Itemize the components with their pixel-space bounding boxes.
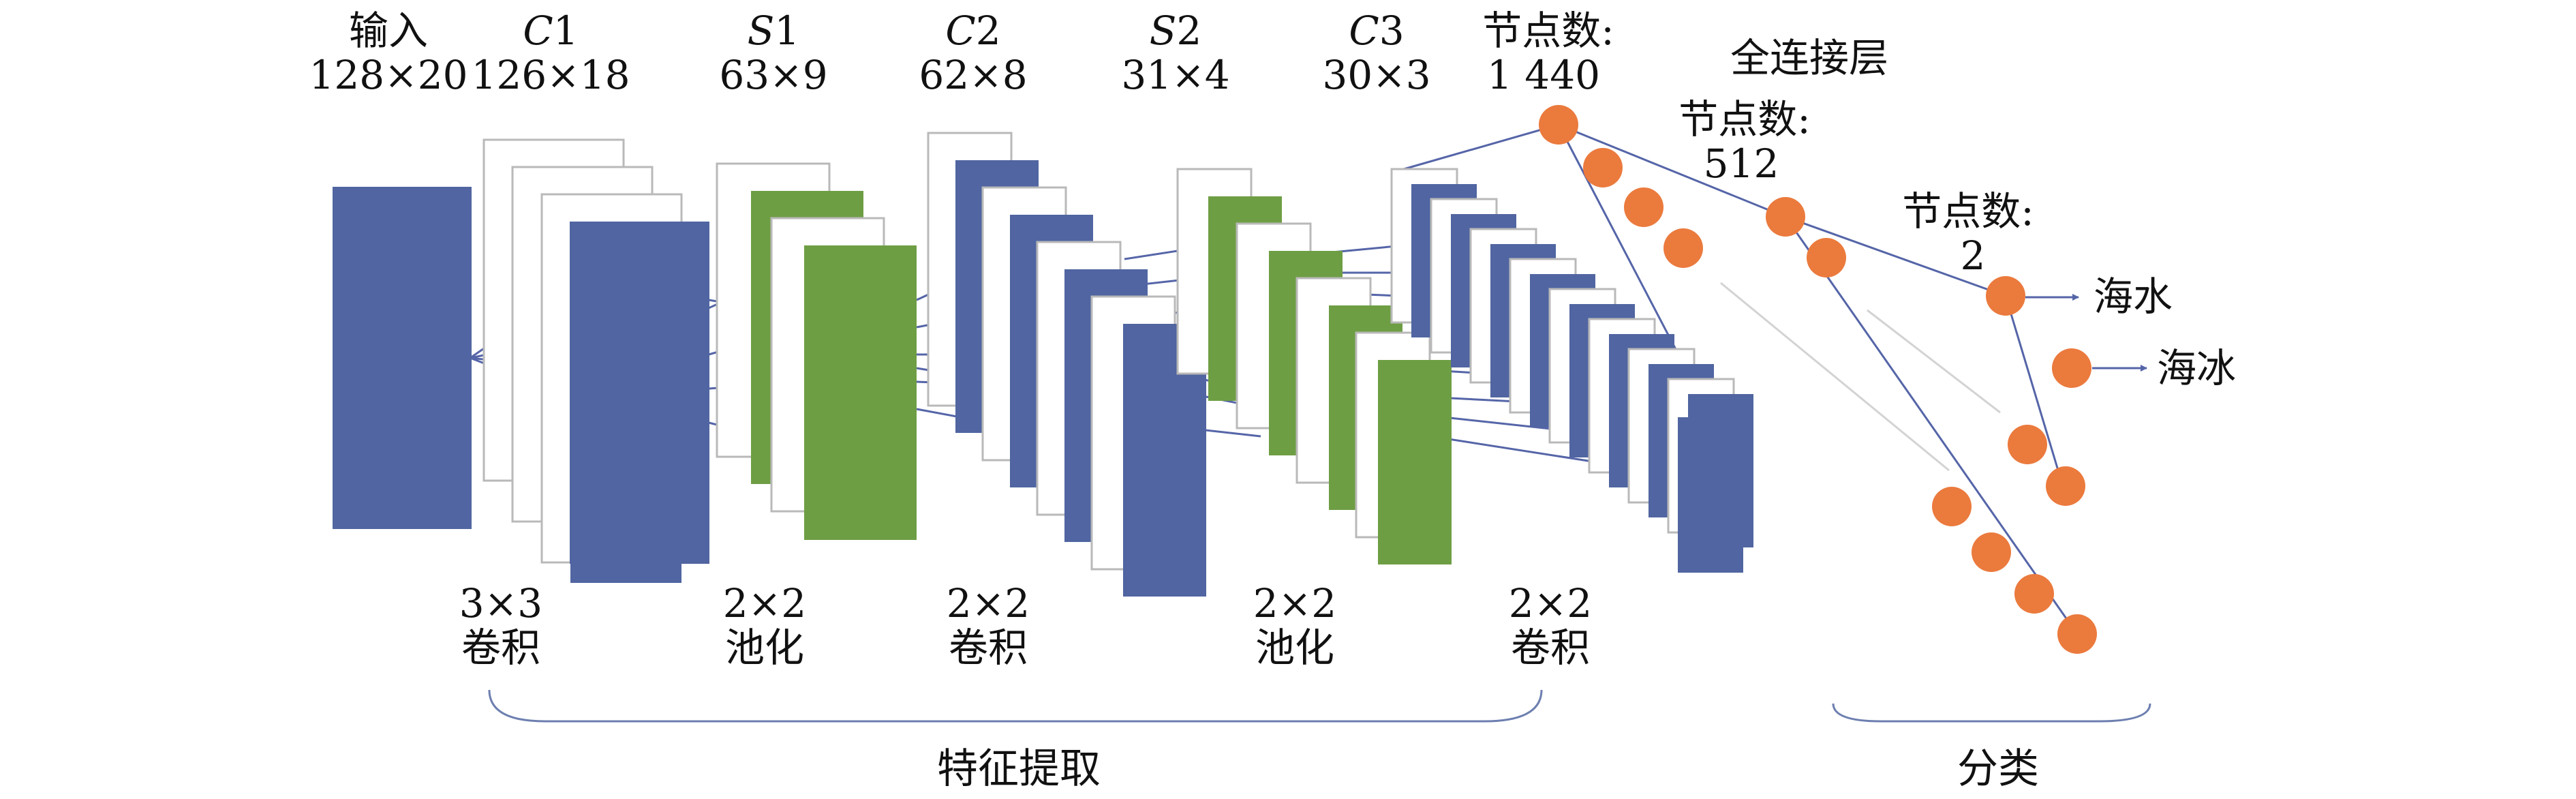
link-line <box>1199 428 1261 438</box>
c1-map <box>570 222 709 564</box>
input-block <box>333 187 472 529</box>
op-type-5: 卷积 <box>1511 624 1590 671</box>
fc1-node <box>1583 148 1623 187</box>
op-kernel-4: 2×2 <box>1253 580 1336 627</box>
feature-extraction-brace <box>488 689 1543 723</box>
op-type-2: 池化 <box>725 624 804 671</box>
fc2-node-count: 512 <box>1704 140 1779 187</box>
feature-extraction-label: 特征提取 <box>937 745 1101 793</box>
op-type-3: 卷积 <box>949 624 1028 671</box>
layer-size-s1: 63×9 <box>719 52 827 98</box>
fc1-node <box>1663 228 1703 268</box>
fc2-node-count-label: 节点数: <box>1678 96 1811 142</box>
fc2-node <box>1766 197 1805 237</box>
layer-label-s2: S2 <box>1150 7 1202 54</box>
fc1-node-count: 1 440 <box>1487 52 1600 98</box>
layer-label-input: 输入 <box>349 7 428 54</box>
link-line <box>1403 123 1559 170</box>
link-line <box>1867 309 2001 414</box>
op-type-4: 池化 <box>1255 624 1334 671</box>
link-line <box>1784 216 2079 635</box>
fc2-node <box>2014 574 2054 614</box>
layer-label-s1: S1 <box>748 7 800 54</box>
link-line <box>1785 215 2006 297</box>
output-label-sea-ice: 海冰 <box>2157 345 2236 391</box>
fc2-node <box>2057 614 2097 654</box>
fc-nodes <box>1539 105 2097 654</box>
feature-map-blocks <box>333 132 1753 597</box>
layer-size-c1: 126×18 <box>471 52 630 98</box>
output-node-count: 2 <box>1961 232 1986 279</box>
fc-title: 全连接层 <box>1730 35 1888 81</box>
layer-label-c1: C1 <box>523 7 578 54</box>
link-line <box>2004 295 2064 487</box>
s2-map <box>1378 360 1452 564</box>
output-label-sea-water: 海水 <box>2094 273 2173 320</box>
fc2-node <box>2008 425 2047 464</box>
fc2-node <box>1807 238 1846 277</box>
layer-label-c3: C3 <box>1349 7 1404 54</box>
fc1-node-count-label: 节点数: <box>1482 7 1614 54</box>
layer-size-s2: 31×4 <box>1121 52 1229 98</box>
classification-brace <box>1832 703 2151 723</box>
fc2-node <box>1932 487 1972 526</box>
classification-label: 分类 <box>1957 745 2039 793</box>
link-line <box>1720 282 1950 472</box>
c3-map <box>1678 417 1743 573</box>
fc1-node <box>1539 105 1578 145</box>
op-kernel-3: 2×2 <box>947 580 1030 627</box>
output-node-sea-ice <box>2052 348 2091 388</box>
layer-size-c2: 62×8 <box>919 52 1027 98</box>
output-node-sea-water <box>1986 276 2025 316</box>
link-line <box>1558 123 1786 218</box>
op-kernel-1: 3×3 <box>459 580 542 627</box>
layer-size-c3: 30×3 <box>1322 52 1430 98</box>
op-kernel-2: 2×2 <box>723 580 806 627</box>
fc1-node <box>1624 187 1663 227</box>
layer-label-c2: C2 <box>945 7 1000 54</box>
op-kernel-5: 2×2 <box>1509 580 1592 627</box>
fc2-node <box>1972 532 2011 572</box>
fc2-node <box>2046 466 2085 506</box>
layer-size-input: 128×20 <box>309 52 467 98</box>
s1-map <box>804 245 917 540</box>
output-node-count-label: 节点数: <box>1902 188 2034 235</box>
op-type-1: 卷积 <box>461 624 540 671</box>
